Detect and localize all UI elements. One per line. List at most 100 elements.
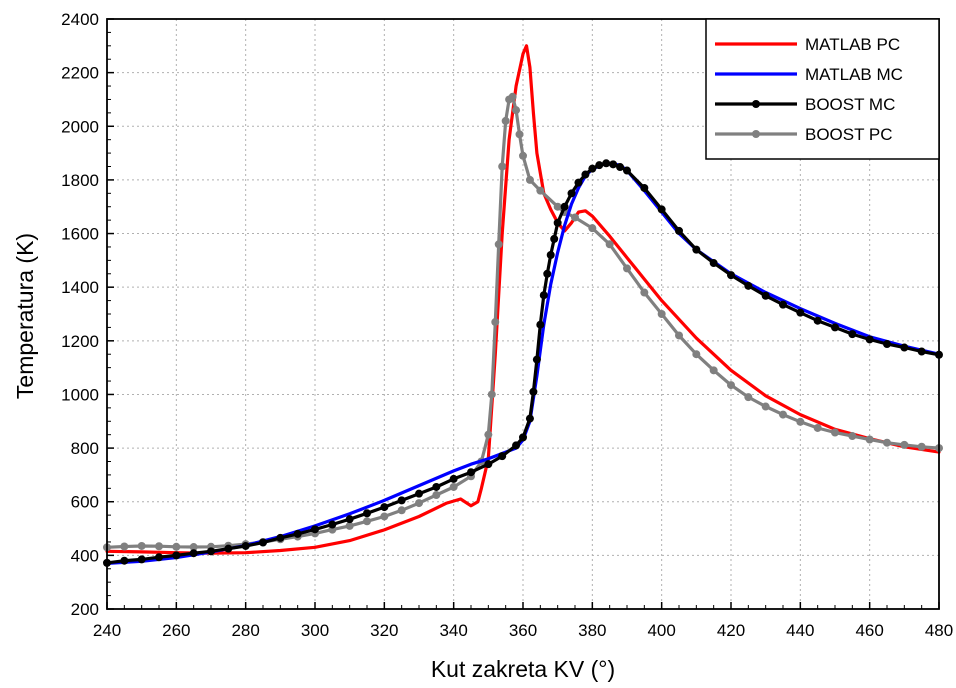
data-point bbox=[657, 205, 666, 214]
data-point bbox=[155, 542, 163, 551]
data-point bbox=[363, 517, 371, 526]
y-tick-label: 1400 bbox=[61, 278, 99, 297]
data-point bbox=[709, 259, 718, 268]
data-point bbox=[498, 162, 507, 171]
series-boost-mc bbox=[103, 159, 943, 567]
data-point bbox=[574, 178, 583, 187]
y-tick-label: 1000 bbox=[61, 385, 99, 404]
data-point bbox=[546, 251, 555, 259]
data-point bbox=[508, 92, 517, 101]
legend-label: BOOST MC bbox=[805, 95, 895, 114]
x-tick-label: 240 bbox=[93, 621, 121, 640]
data-point bbox=[363, 509, 371, 518]
x-tick-label: 260 bbox=[162, 621, 190, 640]
data-point bbox=[120, 542, 129, 551]
data-point bbox=[883, 438, 891, 447]
data-point bbox=[120, 556, 129, 565]
data-point bbox=[525, 175, 534, 184]
data-point bbox=[657, 310, 666, 318]
data-point bbox=[529, 387, 538, 396]
data-point bbox=[900, 343, 909, 352]
data-point bbox=[831, 428, 839, 437]
data-point bbox=[553, 202, 562, 211]
y-tick-label: 2000 bbox=[61, 117, 99, 136]
data-point bbox=[415, 489, 423, 498]
data-point bbox=[519, 433, 527, 442]
data-point bbox=[623, 264, 631, 273]
data-point bbox=[449, 474, 458, 483]
data-point bbox=[491, 318, 500, 327]
data-point bbox=[560, 202, 569, 211]
data-point bbox=[727, 271, 735, 280]
data-point bbox=[779, 410, 787, 419]
data-point bbox=[640, 288, 649, 297]
data-point bbox=[848, 432, 857, 441]
data-point bbox=[744, 393, 753, 402]
data-point bbox=[550, 234, 559, 243]
data-point bbox=[432, 491, 441, 500]
data-point bbox=[189, 549, 198, 558]
data-point bbox=[813, 423, 822, 432]
data-point bbox=[328, 520, 337, 529]
x-tick-label: 320 bbox=[370, 621, 398, 640]
y-tick-labels: 200 400 600 800 1000 1200 1400 1600 1800 2000 2200… bbox=[61, 10, 99, 619]
data-point bbox=[779, 300, 787, 309]
data-point bbox=[397, 506, 406, 515]
data-point bbox=[380, 503, 389, 512]
legend-item: MATLAB MC bbox=[715, 65, 903, 84]
data-point bbox=[709, 366, 718, 375]
x-tick-label: 400 bbox=[647, 621, 675, 640]
y-tick-label: 400 bbox=[71, 546, 99, 565]
data-point bbox=[241, 541, 250, 550]
y-tick-label: 1800 bbox=[61, 171, 99, 190]
data-point bbox=[137, 541, 146, 550]
x-axis-title: Kut zakreta KV (°) bbox=[431, 656, 615, 682]
data-point bbox=[137, 555, 146, 564]
data-point bbox=[588, 224, 597, 233]
data-point bbox=[761, 402, 770, 411]
data-point bbox=[512, 106, 521, 115]
data-point bbox=[813, 316, 822, 325]
data-point bbox=[449, 482, 458, 491]
legend-item: BOOST MC bbox=[715, 95, 895, 114]
data-point bbox=[727, 381, 735, 390]
series-line bbox=[105, 44, 941, 555]
data-point bbox=[616, 163, 625, 172]
data-point bbox=[761, 291, 770, 300]
x-tick-label: 460 bbox=[855, 621, 883, 640]
data-point bbox=[675, 331, 683, 340]
data-point bbox=[207, 547, 215, 556]
data-point bbox=[595, 161, 604, 170]
y-tick-label: 200 bbox=[71, 600, 99, 619]
data-point bbox=[467, 468, 475, 477]
legend-items: MATLAB PC MATLAB MC BOOST MC BOOST PC bbox=[715, 35, 903, 144]
data-point bbox=[900, 440, 909, 449]
data-point bbox=[224, 544, 233, 553]
data-point bbox=[567, 189, 576, 198]
x-tick-label: 300 bbox=[301, 621, 329, 640]
data-point bbox=[415, 499, 423, 508]
data-point bbox=[581, 170, 590, 179]
x-tick-label: 420 bbox=[717, 621, 745, 640]
x-tick-label: 360 bbox=[509, 621, 537, 640]
data-point bbox=[380, 512, 389, 521]
x-tick-label: 480 bbox=[925, 621, 953, 640]
data-point bbox=[539, 291, 548, 300]
data-point bbox=[155, 553, 163, 562]
data-point bbox=[883, 340, 891, 349]
data-point bbox=[484, 460, 493, 469]
y-axis-title: Temperatura (K) bbox=[12, 233, 38, 399]
data-point bbox=[865, 335, 874, 344]
x-tick-labels: 240 260 280 300 320 340 360 380 400 420 440 460 480 bbox=[93, 621, 953, 640]
data-point bbox=[543, 269, 552, 278]
legend-marker bbox=[752, 130, 760, 138]
data-point bbox=[588, 164, 597, 173]
data-point bbox=[172, 542, 181, 551]
data-point bbox=[512, 441, 521, 450]
legend-marker bbox=[752, 100, 760, 108]
data-point bbox=[345, 521, 354, 530]
data-point bbox=[276, 533, 285, 542]
data-point bbox=[494, 240, 503, 249]
data-point bbox=[796, 308, 805, 317]
